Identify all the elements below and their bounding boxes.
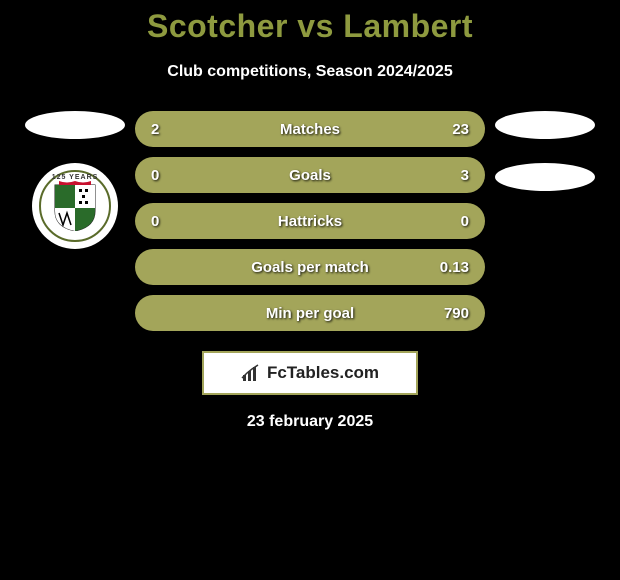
left-player-name-badge xyxy=(25,111,125,139)
brand-box[interactable]: FcTables.com xyxy=(202,351,418,395)
stat-bar: 2 Matches 23 xyxy=(135,111,485,147)
stat-label: Hattricks xyxy=(278,213,342,230)
brand-text: FcTables.com xyxy=(267,363,379,383)
crest-arc-text: 125 YEARS xyxy=(52,174,99,181)
main-row: 125 YEARS xyxy=(0,111,620,331)
stat-right-value: 0 xyxy=(461,213,469,230)
stat-right-value: 3 xyxy=(461,167,469,184)
comparison-infographic: Scotcher vs Lambert Club competitions, S… xyxy=(0,0,620,431)
club-crest-ring: 125 YEARS xyxy=(39,170,111,242)
left-player-column: 125 YEARS xyxy=(25,111,125,249)
club-crest-shield-icon xyxy=(53,181,97,231)
stat-bar: 0 Goals 3 xyxy=(135,157,485,193)
stat-right-value: 790 xyxy=(444,305,469,322)
stat-left-value: 0 xyxy=(151,213,159,230)
stat-bar-content: Min per goal 790 xyxy=(135,295,485,331)
stat-bar-content: 0 Goals 3 xyxy=(135,157,485,193)
stat-label: Goals per match xyxy=(251,259,369,276)
stat-label: Matches xyxy=(280,121,340,138)
stat-bar-content: 0 Hattricks 0 xyxy=(135,203,485,239)
stat-bar: 0 Hattricks 0 xyxy=(135,203,485,239)
stat-right-value: 23 xyxy=(452,121,469,138)
stat-bar-content: Goals per match 0.13 xyxy=(135,249,485,285)
stat-right-value: 0.13 xyxy=(440,259,469,276)
date-label: 23 february 2025 xyxy=(0,413,620,431)
subtitle: Club competitions, Season 2024/2025 xyxy=(0,63,620,81)
stats-column: 2 Matches 23 0 Goals 3 0 Hattricks 0 Goals per ma… xyxy=(135,111,485,331)
bars-chart-icon xyxy=(241,363,261,383)
stat-label: Min per goal xyxy=(266,305,354,322)
stat-bar: Goals per match 0.13 xyxy=(135,249,485,285)
left-player-crest: 125 YEARS xyxy=(32,163,118,249)
stat-label: Goals xyxy=(289,167,331,184)
page-title: Scotcher vs Lambert xyxy=(0,0,620,45)
stat-bar: Min per goal 790 xyxy=(135,295,485,331)
stat-left-value: 2 xyxy=(151,121,159,138)
right-player-crest-badge xyxy=(495,163,595,191)
right-player-name-badge xyxy=(495,111,595,139)
right-player-column xyxy=(495,111,595,191)
stat-bar-content: 2 Matches 23 xyxy=(135,111,485,147)
stat-left-value: 0 xyxy=(151,167,159,184)
